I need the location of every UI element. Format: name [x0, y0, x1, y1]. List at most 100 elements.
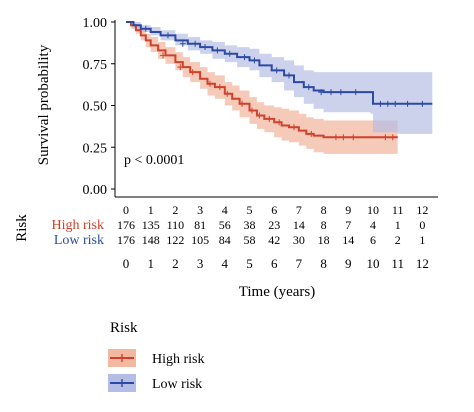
- low-risk-censor-mark: [318, 89, 325, 96]
- risk-table-header-cell: 2: [172, 203, 178, 217]
- low-risk-censor-mark: [202, 44, 209, 51]
- risk-table-cell: 176: [117, 218, 135, 232]
- risk-table-cell: 148: [142, 233, 160, 247]
- low-risk-censor-mark: [192, 40, 199, 47]
- low-risk-censor-mark: [384, 100, 391, 107]
- risk-table-header-cell: 10: [367, 203, 379, 217]
- x-tick-label: 8: [320, 256, 327, 271]
- high-risk-censor-mark: [266, 115, 273, 122]
- low-risk-censor-mark: [164, 32, 171, 39]
- x-tick-label: 0: [123, 256, 130, 271]
- risk-table-header-cell: 6: [271, 203, 277, 217]
- risk-table-cell: 30: [293, 233, 305, 247]
- low-risk-censor-mark: [251, 57, 258, 64]
- risk-table-header-cell: 3: [197, 203, 203, 217]
- risk-table-header-cell: 11: [392, 203, 404, 217]
- p-value-annotation: p < 0.0001: [124, 153, 184, 168]
- risk-table-cell: 4: [370, 218, 376, 232]
- risk-table-row-label: Low risk: [54, 233, 104, 248]
- high-risk-censor-mark: [216, 84, 223, 91]
- legend-item: Low risk: [108, 374, 202, 392]
- risk-table-header-cell: 1: [148, 203, 154, 217]
- low-risk-confidence-band: [126, 22, 433, 134]
- high-risk-censor-mark: [256, 112, 263, 119]
- x-axis-label: Time (years): [239, 284, 316, 300]
- high-risk-censor-mark: [332, 134, 339, 141]
- risk-table-cell: 176: [117, 233, 135, 247]
- high-risk-censor-mark: [206, 80, 213, 87]
- risk-table-cell: 110: [167, 218, 185, 232]
- low-risk-censor-mark: [337, 89, 344, 96]
- y-axis-ticks: 0.00 0.25 0.50 0.75 1.00: [83, 16, 115, 198]
- low-risk-censor-mark: [241, 54, 248, 61]
- low-risk-censor-mark: [419, 100, 426, 107]
- risk-table-cell: 8: [321, 218, 327, 232]
- high-risk-censor-mark: [276, 119, 283, 126]
- high-risk-censor-mark: [224, 90, 231, 97]
- y-tick-label: 0.50: [83, 100, 108, 115]
- low-risk-censor-mark: [352, 89, 359, 96]
- low-risk-censor-mark: [179, 40, 186, 47]
- x-tick-label: 12: [416, 256, 429, 271]
- risk-table-cell: 18: [318, 233, 330, 247]
- x-tick-label: 5: [246, 256, 253, 271]
- risk-table-cell: 2: [395, 233, 401, 247]
- risk-table-cell: 122: [166, 233, 184, 247]
- low-risk-censor-mark: [142, 25, 149, 32]
- survival-plot: 0.00 0.25 0.50 0.75 1.00 Survival probabilit…: [36, 16, 438, 198]
- x-tick-label: 7: [296, 256, 303, 271]
- risk-table-header-cell: 0: [123, 203, 129, 217]
- risk-table-cell: 58: [244, 233, 256, 247]
- risk-table-header-cell: 9: [345, 203, 351, 217]
- high-risk-censor-mark: [382, 134, 389, 141]
- low-risk-censor-mark: [404, 100, 411, 107]
- risk-table-cell: 42: [268, 233, 280, 247]
- censor-marks: [142, 25, 426, 141]
- y-axis-label: Survival probability: [36, 44, 52, 165]
- risk-table-header-cell: 12: [416, 203, 428, 217]
- low-risk-censor-mark: [214, 47, 221, 54]
- x-tick-label: 10: [367, 256, 380, 271]
- legend-label: High risk: [152, 352, 205, 367]
- risk-table-cell: 84: [219, 233, 231, 247]
- x-tick-label: 11: [391, 256, 404, 271]
- risk-table-cell: 38: [244, 218, 256, 232]
- risk-table-title: Risk: [14, 214, 30, 242]
- x-tick-label: 3: [197, 256, 204, 271]
- legend-label: Low risk: [152, 377, 202, 392]
- x-tick-label: 1: [147, 256, 154, 271]
- low-risk-censor-mark: [226, 50, 233, 57]
- y-tick-label: 1.00: [83, 16, 108, 31]
- x-tick-label: 9: [345, 256, 352, 271]
- legend-title: Risk: [110, 320, 138, 336]
- high-risk-confidence-band: [126, 22, 398, 154]
- low-risk-censor-mark: [305, 84, 312, 91]
- low-risk-censor-mark: [286, 72, 293, 79]
- high-risk-censor-mark: [350, 134, 357, 141]
- confidence-bands: [126, 22, 433, 154]
- risk-table-cell: 56: [219, 218, 231, 232]
- risk-table-header-cell: 8: [321, 203, 327, 217]
- high-risk-censor-mark: [389, 134, 396, 141]
- low-risk-censor-mark: [377, 100, 384, 107]
- risk-table-cell: 81: [194, 218, 206, 232]
- risk-table-header-cell: 4: [222, 203, 228, 217]
- time-axis: 0 1 2 3 4 5 6 7 8 9 10 11 12 Time (years): [123, 256, 429, 300]
- risk-table-header-cell: 5: [247, 203, 253, 217]
- risk-table-cell: 14: [293, 218, 305, 232]
- legend-items: High risk Low risk: [108, 349, 205, 392]
- risk-table-cell: 0: [419, 218, 425, 232]
- x-tick-label: 2: [172, 256, 179, 271]
- low-risk-censor-mark: [328, 89, 335, 96]
- high-risk-censor-mark: [189, 69, 196, 76]
- x-tick-label: 6: [271, 256, 278, 271]
- risk-table-header-cell: 7: [296, 203, 302, 217]
- high-risk-censor-mark: [160, 52, 167, 59]
- legend: Risk High risk Low risk: [108, 320, 205, 392]
- y-tick-label: 0.75: [83, 58, 108, 73]
- legend-item: High risk: [108, 349, 205, 367]
- y-tick-label: 0.00: [83, 183, 108, 198]
- y-tick-label: 0.25: [83, 141, 108, 156]
